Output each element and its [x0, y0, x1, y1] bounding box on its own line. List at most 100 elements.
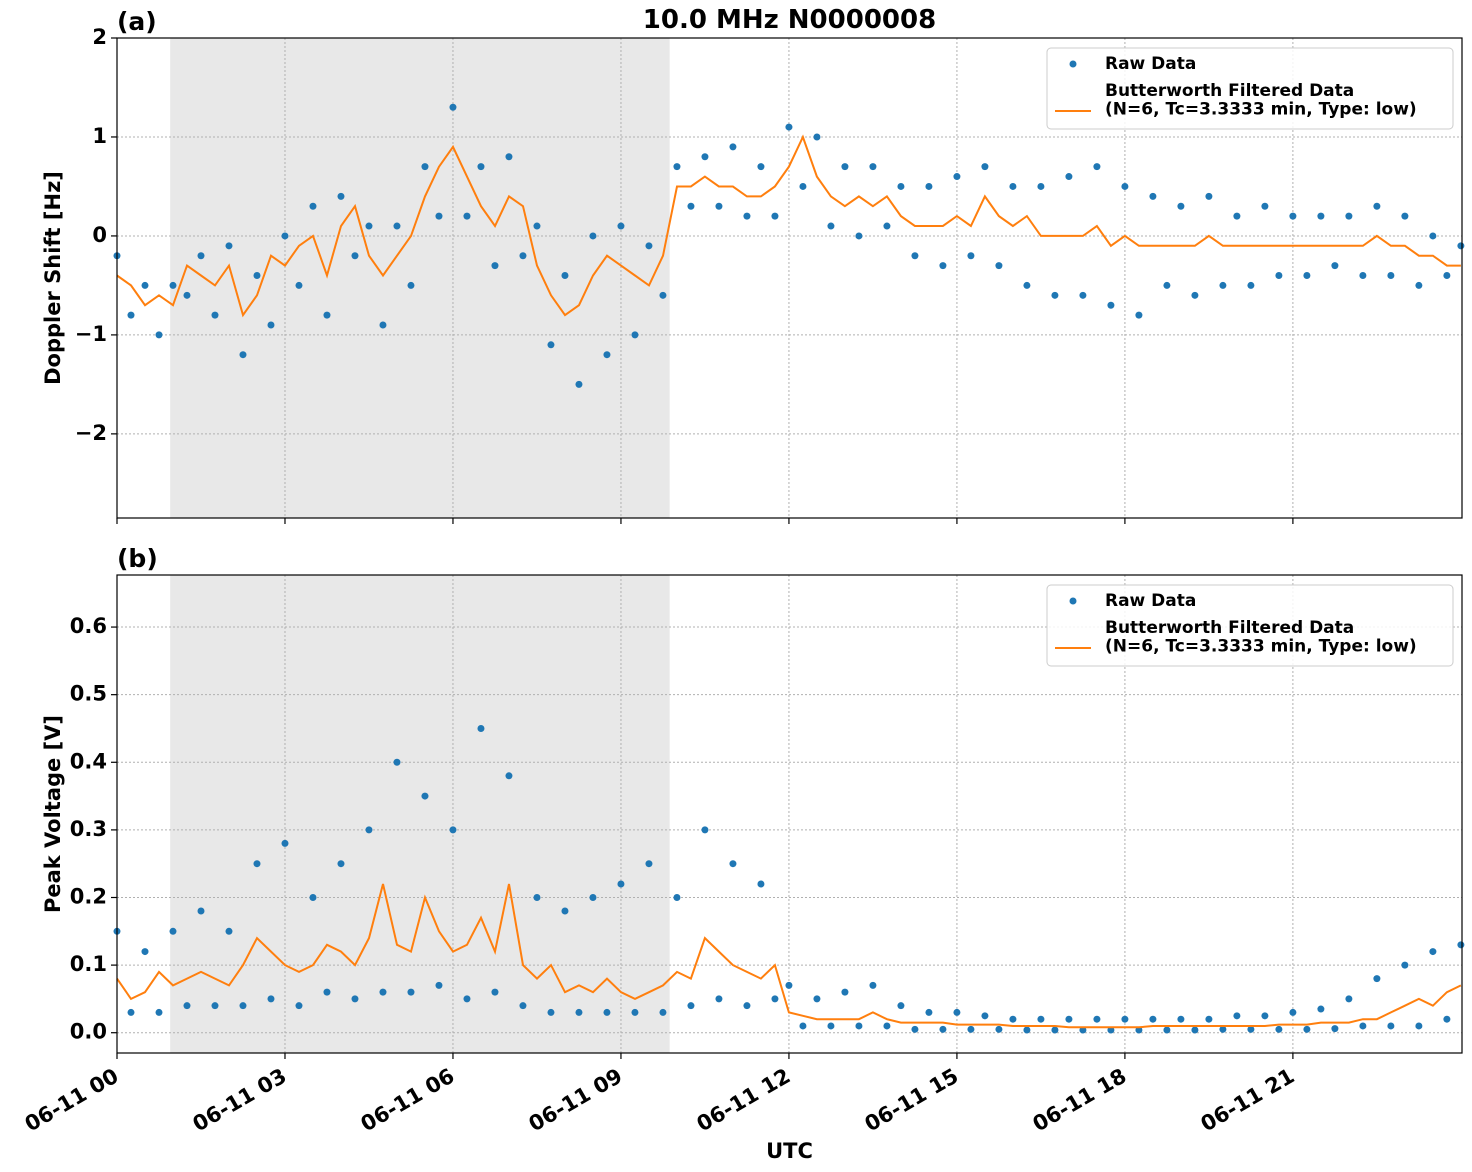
- raw-point: [897, 182, 905, 190]
- raw-point: [841, 163, 849, 171]
- x-tick-label: 06-11 03: [189, 1064, 291, 1137]
- raw-point: [295, 1002, 303, 1010]
- raw-point: [449, 826, 457, 834]
- raw-point: [491, 988, 499, 996]
- raw-point: [1219, 281, 1227, 289]
- raw-point: [869, 981, 877, 989]
- raw-point: [589, 893, 597, 901]
- raw-point: [239, 1002, 247, 1010]
- raw-point: [813, 133, 821, 141]
- raw-point: [1121, 182, 1129, 190]
- raw-point: [1275, 272, 1283, 280]
- raw-point: [1065, 1015, 1073, 1023]
- axes-frame: [116, 37, 1463, 519]
- raw-point: [127, 1008, 135, 1016]
- raw-point: [869, 163, 877, 171]
- raw-point: [393, 222, 401, 230]
- y-axis-label: Doppler Shift [Hz]: [41, 171, 65, 385]
- raw-point: [743, 212, 751, 220]
- raw-point: [771, 212, 779, 220]
- raw-point: [337, 860, 345, 868]
- legend-label: Raw Data: [1105, 591, 1196, 611]
- panel-label: (a): [117, 7, 157, 36]
- raw-point: [169, 927, 177, 935]
- raw-point: [883, 1022, 891, 1030]
- raw-point: [225, 927, 233, 935]
- raw-point: [855, 1022, 863, 1030]
- raw-point: [603, 1008, 611, 1016]
- raw-point: [1233, 212, 1241, 220]
- raw-point: [183, 291, 191, 299]
- shaded-span: [170, 38, 670, 518]
- raw-point: [1443, 1015, 1451, 1023]
- raw-point: [981, 163, 989, 171]
- raw-point: [1163, 281, 1171, 289]
- raw-point: [1331, 1025, 1339, 1033]
- raw-point: [1401, 212, 1409, 220]
- raw-point: [687, 1002, 695, 1010]
- raw-point: [1051, 291, 1059, 299]
- raw-point: [421, 792, 429, 800]
- raw-point: [337, 192, 345, 200]
- raw-point: [547, 341, 555, 349]
- raw-point: [855, 232, 863, 240]
- raw-point: [617, 222, 625, 230]
- raw-point: [1023, 1026, 1031, 1034]
- raw-point: [1247, 1025, 1255, 1033]
- raw-point: [1051, 1026, 1059, 1034]
- raw-point: [561, 907, 569, 915]
- raw-point: [1177, 1015, 1185, 1023]
- raw-point: [253, 860, 261, 868]
- raw-point: [1037, 1015, 1045, 1023]
- x-tick-label: 06-11 00: [21, 1064, 123, 1137]
- axes: −2 −1 0 1 2 10.0 MHz N0000008 (a) Doppler Shift…: [41, 5, 1465, 524]
- raw-point: [673, 893, 681, 901]
- raw-point: [197, 252, 205, 260]
- y-tick-label: 1: [92, 124, 107, 148]
- axes: 06-11 00 06-11 03 06-11 06 06-11 09 06-11 12…: [21, 544, 1465, 1163]
- raw-point: [1093, 163, 1101, 171]
- raw-point: [155, 331, 163, 339]
- raw-point: [155, 1008, 163, 1016]
- raw-point: [925, 182, 933, 190]
- raw-point: [463, 212, 471, 220]
- raw-point: [1457, 242, 1465, 250]
- raw-point: [701, 153, 709, 161]
- raw-point: [1429, 232, 1437, 240]
- y-tick-label: 0.5: [70, 682, 107, 706]
- raw-point: [1009, 182, 1017, 190]
- raw-point: [211, 1002, 219, 1010]
- raw-point: [547, 1008, 555, 1016]
- y-tick-label: 0.4: [70, 749, 107, 773]
- shaded-span: [170, 575, 670, 1053]
- raw-point: [323, 311, 331, 319]
- raw-point: [533, 222, 541, 230]
- raw-point: [827, 1022, 835, 1030]
- raw-point: [519, 1002, 527, 1010]
- y-tick-label: 0: [92, 223, 107, 247]
- raw-point: [589, 232, 597, 240]
- raw-point: [323, 988, 331, 996]
- raw-point: [239, 351, 247, 359]
- raw-point: [253, 272, 261, 280]
- raw-point: [1261, 1012, 1269, 1020]
- raw-point: [967, 1025, 975, 1033]
- raw-point: [953, 1008, 961, 1016]
- raw-point: [897, 1002, 905, 1010]
- raw-point: [1037, 182, 1045, 190]
- x-tick-label: 06-11 06: [357, 1064, 459, 1137]
- raw-point: [1387, 1022, 1395, 1030]
- raw-point: [1065, 173, 1073, 181]
- raw-point: [211, 311, 219, 319]
- raw-point: [785, 981, 793, 989]
- legend-box: [1046, 584, 1454, 667]
- raw-point: [519, 252, 527, 260]
- raw-point: [659, 1008, 667, 1016]
- raw-point: [449, 103, 457, 111]
- legend-label: Butterworth Filtered Data (N=6, Tc=3.3333…: [1105, 81, 1417, 120]
- y-tick-label: 0.6: [70, 614, 107, 638]
- raw-point: [729, 143, 737, 151]
- raw-point: [715, 995, 723, 1003]
- raw-point: [1191, 291, 1199, 299]
